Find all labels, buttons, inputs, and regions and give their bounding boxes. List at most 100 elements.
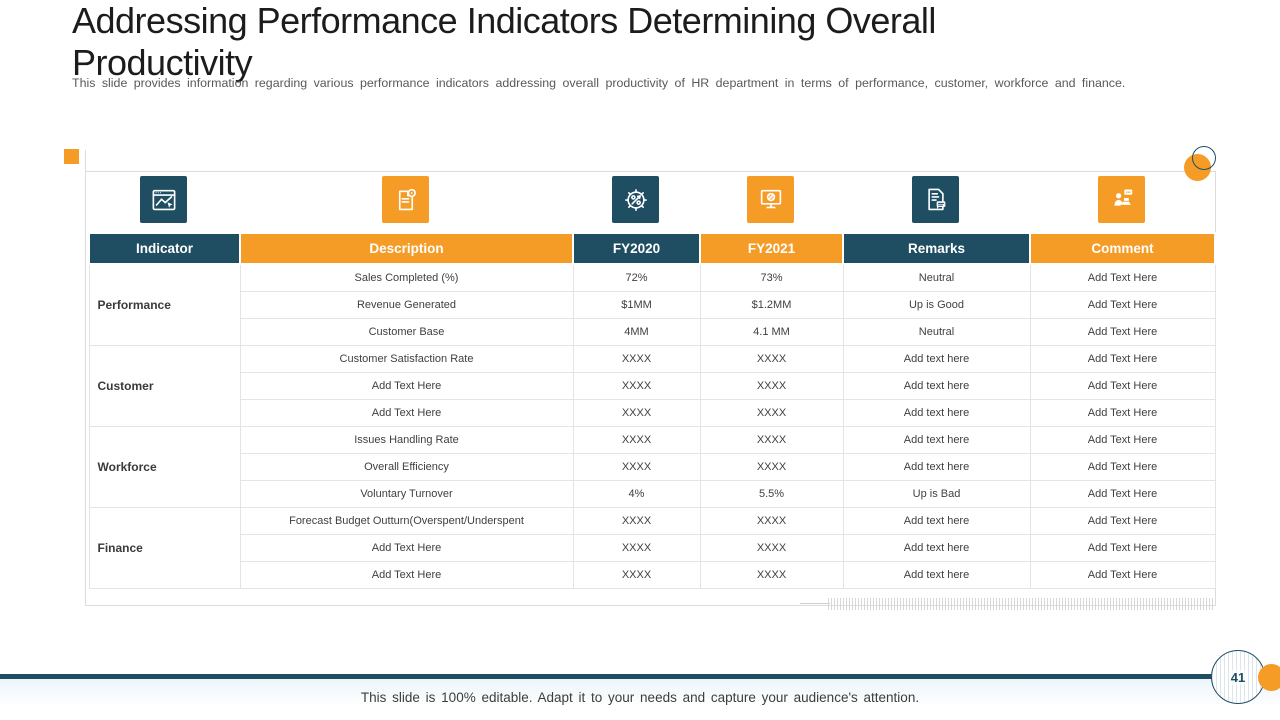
comment-cell: Add Text Here <box>1029 507 1216 535</box>
fy2020-cell: 4% <box>572 480 701 508</box>
fy2020-cell: XXXX <box>572 345 701 373</box>
description-cell: Voluntary Turnover <box>239 480 574 508</box>
description-cell: Sales Completed (%) <box>239 263 574 292</box>
remarks-cell: Add text here <box>842 426 1031 454</box>
remarks-cell: Up is Bad <box>842 480 1031 508</box>
indicators-table: Indicator Description FY2020 FY2021 Rema… <box>88 232 1216 589</box>
remarks-cell: Add text here <box>842 534 1031 562</box>
remarks-cell: Add text here <box>842 453 1031 481</box>
remarks-cell: Add text here <box>842 399 1031 427</box>
group-customer: Customer <box>88 345 241 427</box>
comment-cell: Add Text Here <box>1029 480 1216 508</box>
comment-cell: Add Text Here <box>1029 291 1216 319</box>
header-fy2020: FY2020 <box>572 232 701 265</box>
fy2020-cell: XXXX <box>572 561 701 589</box>
person-laptop-chat-icon <box>1098 176 1145 223</box>
comment-cell: Add Text Here <box>1029 534 1216 562</box>
footer-text: This slide is 100% editable. Adapt it to… <box>360 690 920 705</box>
fy2021-cell: 5.5% <box>699 480 844 508</box>
table-row: Customer Customer Satisfaction Rate XXXX… <box>88 345 1216 427</box>
group-finance: Finance <box>88 507 241 589</box>
fy2020-cell: XXXX <box>572 453 701 481</box>
footer-band <box>0 679 1280 720</box>
description-cell: Revenue Generated <box>239 291 574 319</box>
comment-cell: Add Text Here <box>1029 453 1216 481</box>
comment-cell: Add Text Here <box>1029 399 1216 427</box>
fy2021-cell: XXXX <box>699 372 844 400</box>
analytics-window-icon <box>140 176 187 223</box>
page-title: Addressing Performance Indicators Determ… <box>72 0 936 83</box>
fy2020-cell: XXXX <box>572 372 701 400</box>
remarks-cell: Add text here <box>842 372 1031 400</box>
comment-cell: Add Text Here <box>1029 263 1216 292</box>
comment-cell: Add Text Here <box>1029 372 1216 400</box>
table-row: Customer Base 4MM 4.1 MM Neutral Add Tex… <box>89 318 1216 346</box>
table-row: Overall Efficiency XXXX XXXX Add text he… <box>89 453 1216 481</box>
content-placeholder-frame <box>85 171 1216 606</box>
group-performance: Performance <box>88 263 241 346</box>
table-row: Add Text Here XXXX XXXX Add text here Ad… <box>89 399 1216 427</box>
remarks-cell: Add text here <box>842 345 1031 373</box>
remarks-cell: Add text here <box>842 561 1031 589</box>
fy2021-cell: $1.2MM <box>699 291 844 319</box>
table-row: Finance Forecast Budget Outturn(Overspen… <box>88 507 1216 589</box>
description-cell: Customer Base <box>239 318 574 346</box>
fy2020-cell: XXXX <box>572 507 701 535</box>
gear-percent-icon <box>612 176 659 223</box>
description-cell: Issues Handling Rate <box>239 426 574 454</box>
description-cell: Add Text Here <box>239 534 574 562</box>
table-row: Add Text Here XXXX XXXX Add text here Ad… <box>89 372 1216 400</box>
fy2020-cell: $1MM <box>572 291 701 319</box>
table-row: Voluntary Turnover 4% 5.5% Up is Bad Add… <box>89 480 1216 508</box>
table-row: Workforce Issues Handling Rate XXXX XXXX… <box>88 426 1216 508</box>
frame-tick <box>85 150 86 171</box>
orange-dot-decoration <box>1258 664 1280 691</box>
document-comment-icon <box>912 176 959 223</box>
remarks-cell: Neutral <box>842 318 1031 346</box>
fy2021-cell: XXXX <box>699 561 844 589</box>
fy2020-cell: XXXX <box>572 399 701 427</box>
description-cell: Forecast Budget Outturn(Overspent/Unders… <box>239 507 574 535</box>
header-fy2021: FY2021 <box>699 232 844 265</box>
ring-circle-decoration <box>1192 146 1216 170</box>
comment-cell: Add Text Here <box>1029 561 1216 589</box>
fy2021-cell: 73% <box>699 263 844 292</box>
table-row: Revenue Generated $1MM $1.2MM Up is Good… <box>89 291 1216 319</box>
header-remarks: Remarks <box>842 232 1031 265</box>
page-number-badge: 41 <box>1211 650 1265 704</box>
header-indicator: Indicator <box>88 232 241 265</box>
header-description: Description <box>239 232 574 265</box>
description-cell: Overall Efficiency <box>239 453 574 481</box>
description-cell: Add Text Here <box>239 561 574 589</box>
hatch-lead-line <box>800 603 830 604</box>
hatched-resize-bar <box>828 598 1213 610</box>
orange-square-decoration <box>64 149 79 164</box>
fy2020-cell: 4MM <box>572 318 701 346</box>
group-workforce: Workforce <box>88 426 241 508</box>
fy2021-cell: XXXX <box>699 507 844 535</box>
table-row: Performance Sales Completed (%) 72% 73% … <box>88 263 1216 346</box>
remarks-cell: Up is Good <box>842 291 1031 319</box>
fy2021-cell: 4.1 MM <box>699 318 844 346</box>
comment-cell: Add Text Here <box>1029 426 1216 454</box>
fy2021-cell: XXXX <box>699 534 844 562</box>
table-row: Add Text Here XXXX XXXX Add text here Ad… <box>89 534 1216 562</box>
table-row: Add Text Here XXXX XXXX Add text here Ad… <box>89 561 1216 589</box>
page-number: 41 <box>1228 669 1248 685</box>
description-cell: Add Text Here <box>239 399 574 427</box>
table-header-row: Indicator Description FY2020 FY2021 Rema… <box>88 232 1216 265</box>
fy2020-cell: 72% <box>572 263 701 292</box>
monitor-percent-icon <box>747 176 794 223</box>
fy2020-cell: XXXX <box>572 426 701 454</box>
comment-cell: Add Text Here <box>1029 345 1216 373</box>
slide-subtitle: This slide provides information regardin… <box>72 76 1126 90</box>
comment-cell: Add Text Here <box>1029 318 1216 346</box>
bottom-accent-line <box>0 674 1212 679</box>
remarks-cell: Neutral <box>842 263 1031 292</box>
fy2020-cell: XXXX <box>572 534 701 562</box>
description-cell: Add Text Here <box>239 372 574 400</box>
fy2021-cell: XXXX <box>699 345 844 373</box>
fy2021-cell: XXXX <box>699 426 844 454</box>
document-note-icon <box>382 176 429 223</box>
header-comment: Comment <box>1029 232 1216 265</box>
